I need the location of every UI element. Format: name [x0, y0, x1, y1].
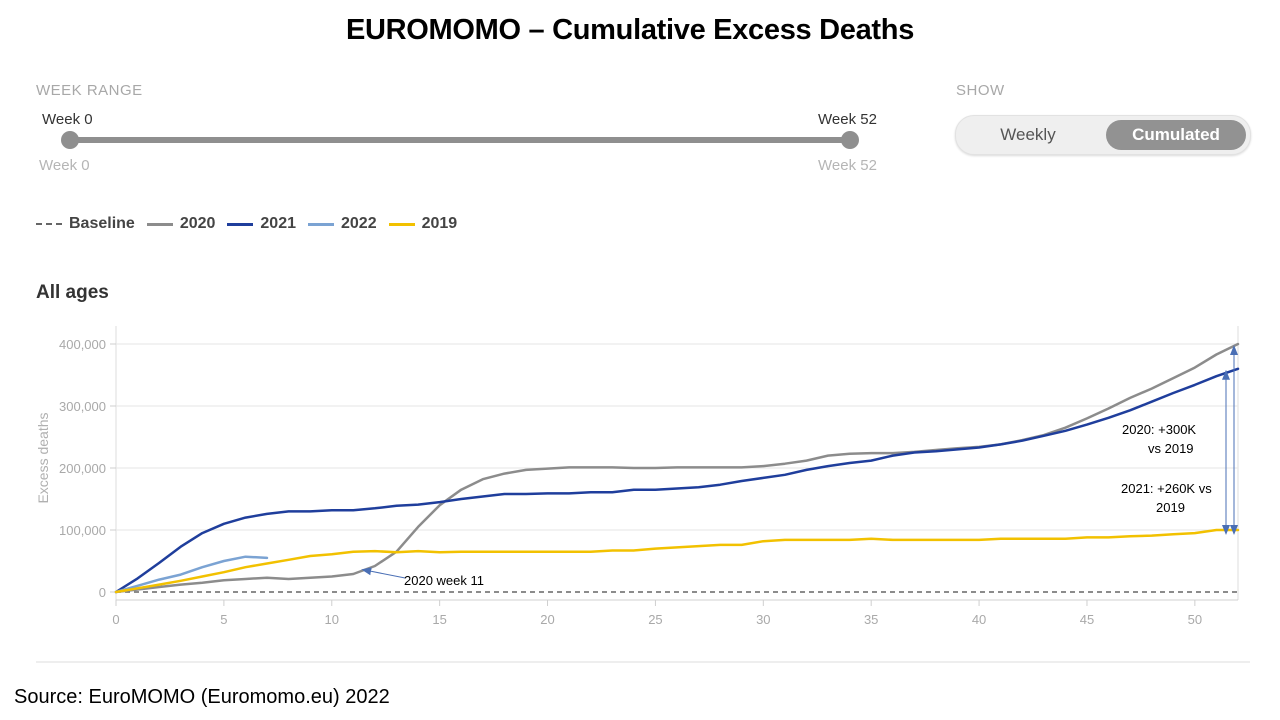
y-axis-label: Excess deaths: [35, 412, 51, 503]
x-tick-label: 25: [648, 612, 662, 627]
y-tick-label: 200,000: [59, 461, 106, 476]
week-range-max-caption: Week 52: [818, 157, 877, 174]
legend-item-2020[interactable]: 2020: [146, 215, 216, 233]
diff-2021-label-line1: 2021: +260K vs: [1121, 481, 1212, 496]
legend-swatch-baseline: [36, 223, 62, 225]
legend-swatch-2020: [146, 222, 173, 226]
x-tick-label: 40: [972, 612, 986, 627]
weekly-toggle-button[interactable]: Weekly: [1000, 125, 1056, 144]
legend-item-2021[interactable]: 2021: [227, 215, 296, 233]
diff-2021-label-line2: 2019: [1156, 500, 1185, 515]
series-line-2019: [114, 528, 1240, 594]
legend-swatch-2021: [227, 222, 254, 226]
y-tick-label: 100,000: [59, 523, 106, 538]
x-tick-label: 30: [756, 612, 770, 627]
y-tick-label: 300,000: [59, 399, 106, 414]
x-tick-label: 45: [1080, 612, 1094, 627]
legend-label-2020: 2020: [179, 215, 216, 232]
diff-2020-label-line2: vs 2019: [1148, 441, 1194, 456]
week-range-label: WEEK RANGE: [36, 82, 143, 99]
x-tick-label: 5: [220, 612, 227, 627]
series-line-2021: [114, 367, 1240, 594]
week11-annotation-arrow: [361, 567, 406, 579]
week-range-start-handle[interactable]: [61, 131, 79, 149]
x-tick-label: 35: [864, 612, 878, 627]
diff-2020-label-line1: 2020: +300K: [1122, 422, 1196, 437]
week-range-start-value: Week 0: [42, 111, 93, 128]
week-range-end-value: Week 52: [818, 111, 877, 128]
x-tick-label: 20: [540, 612, 554, 627]
page-title: EUROMOMO – Cumulative Excess Deaths: [345, 14, 915, 46]
legend-label-baseline: Baseline: [69, 215, 135, 232]
legend-item-2022[interactable]: 2022: [308, 215, 377, 233]
week-range-min-caption: Week 0: [39, 157, 90, 174]
show-label: SHOW: [956, 82, 1005, 99]
chart-legend: Baseline 2020 2021 2022 2019: [36, 212, 469, 236]
show-toggle: Weekly Cumulated: [955, 115, 1251, 155]
x-tick-label: 10: [325, 612, 339, 627]
y-tick-label: 400,000: [59, 337, 106, 352]
chart-subtitle: All ages: [36, 282, 109, 303]
legend-label-2019: 2019: [421, 215, 458, 232]
week-range-end-handle[interactable]: [841, 131, 859, 149]
week-range-slider-track[interactable]: [70, 137, 850, 143]
legend-item-baseline[interactable]: Baseline: [36, 215, 135, 233]
legend-label-2022: 2022: [341, 215, 377, 232]
legend-swatch-2022: [308, 222, 334, 226]
legend-item-2019[interactable]: 2019: [388, 215, 458, 233]
x-tick-label: 15: [432, 612, 446, 627]
source-note: Source: EuroMOMO (Euromomo.eu) 2022: [14, 686, 390, 708]
series-line-2022: [114, 555, 269, 594]
series-line-2020: [114, 342, 1240, 594]
legend-label-2021: 2021: [260, 215, 296, 232]
legend-swatch-2019: [388, 222, 415, 226]
x-tick-label: 50: [1188, 612, 1202, 627]
y-tick-label: 0: [99, 585, 106, 600]
x-tick-label: 0: [112, 612, 119, 627]
week11-annotation-label: 2020 week 11: [404, 573, 484, 588]
cumulated-toggle-button[interactable]: Cumulated: [1106, 120, 1246, 150]
